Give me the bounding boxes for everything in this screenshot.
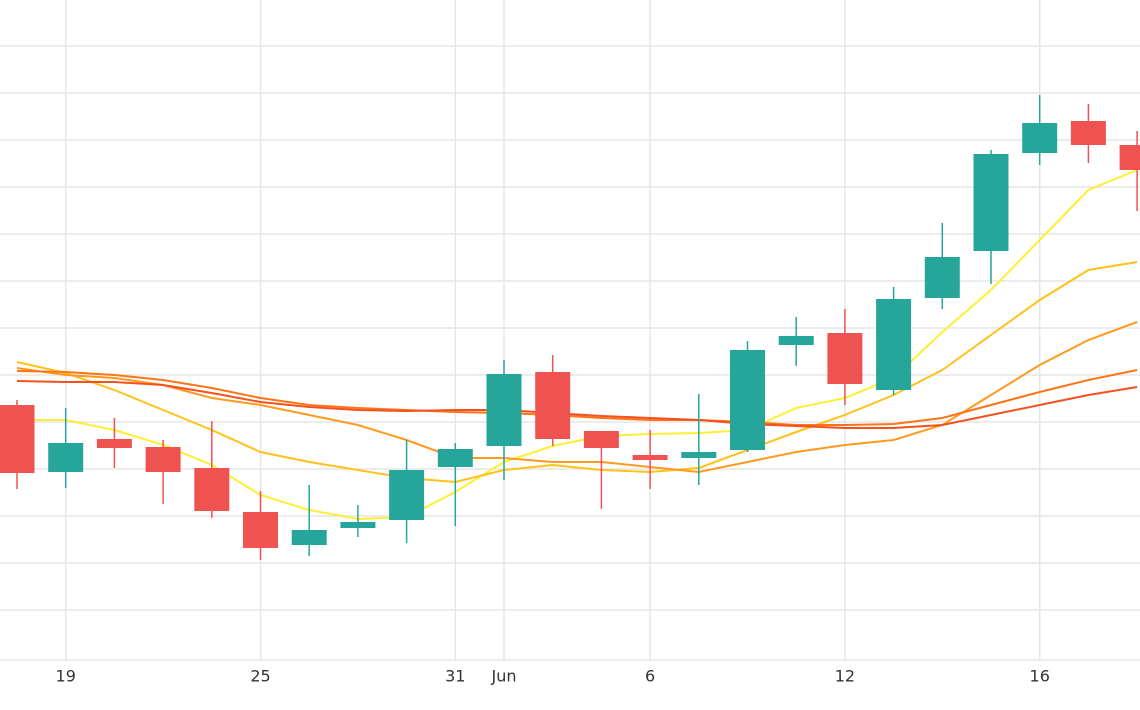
ma-line [16, 369, 1138, 426]
candle-body [681, 452, 717, 458]
candle-body [535, 372, 571, 439]
x-tick-label: 31 [445, 667, 465, 686]
candle-body [827, 333, 863, 384]
candle-body [437, 449, 473, 467]
x-tick-label: 16 [1030, 667, 1050, 686]
moving-averages [16, 169, 1138, 521]
candle-body [291, 530, 327, 545]
candle-body [1022, 123, 1058, 153]
candle-body [48, 443, 84, 472]
candle-body [876, 299, 912, 390]
candle-body [973, 154, 1009, 251]
x-tick-label: 6 [645, 667, 655, 686]
x-axis: 19 25 31 Jun 6 12 16 [56, 667, 1050, 686]
x-tick-label: Jun [491, 667, 517, 686]
candle-body [730, 350, 765, 450]
candle-body [924, 257, 960, 298]
candle-body [1070, 121, 1106, 145]
candle-body [486, 374, 522, 446]
grid [0, 0, 1140, 661]
candle-body [145, 447, 181, 472]
candle-body [243, 512, 278, 548]
candle-body [632, 455, 668, 460]
ma-line [16, 261, 1138, 484]
candle-body [1119, 145, 1140, 170]
ma-line [16, 321, 1138, 474]
x-tick-label: 19 [56, 667, 76, 686]
candle-body [583, 431, 619, 448]
ma-line [17, 169, 1138, 521]
candles [0, 95, 1140, 560]
candle-body [778, 336, 814, 345]
candle-body [0, 405, 35, 473]
ma-line [16, 380, 1138, 429]
candle-body [389, 470, 425, 520]
candle-body [194, 468, 230, 511]
x-tick-label: 25 [250, 667, 270, 686]
candle-body [96, 439, 132, 448]
x-tick-label: 12 [835, 667, 855, 686]
candle-body [340, 522, 376, 528]
